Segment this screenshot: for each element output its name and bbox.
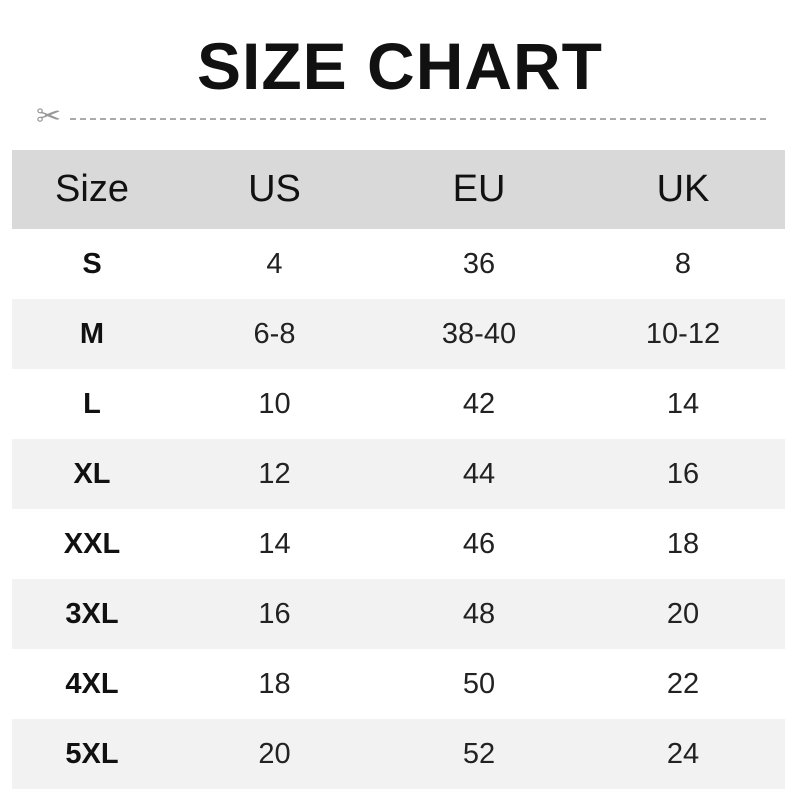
table-row: L 10 42 14 xyxy=(12,369,785,439)
column-header-uk: UK xyxy=(581,150,785,229)
size-value: 10 xyxy=(258,387,291,420)
size-label: XL xyxy=(12,439,172,509)
size-value: 18 xyxy=(666,527,700,560)
size-value: 16 xyxy=(581,439,785,509)
scissors-icon: ✂ xyxy=(36,100,62,133)
size-value: 36 xyxy=(462,247,496,280)
size-value: 38-40 xyxy=(377,299,581,369)
size-value: 14 xyxy=(666,387,700,420)
size-value: 52 xyxy=(377,719,581,789)
size-value: 42 xyxy=(462,387,496,420)
size-label: XXL xyxy=(63,527,121,560)
size-value: 10-12 xyxy=(581,299,785,369)
size-value: 44 xyxy=(377,439,581,509)
size-value: 20 xyxy=(581,579,785,649)
size-label: L xyxy=(83,387,101,420)
size-value: 22 xyxy=(666,667,700,700)
size-label: 4XL xyxy=(65,667,119,700)
size-value: 14 xyxy=(258,527,291,560)
table-row: 3XL 16 48 20 xyxy=(12,579,785,649)
size-value: 8 xyxy=(674,247,692,280)
size-label: M xyxy=(12,299,172,369)
size-label: 3XL xyxy=(12,579,172,649)
cut-line: ✂ xyxy=(36,102,766,132)
size-value: 24 xyxy=(581,719,785,789)
column-header-eu: EU xyxy=(377,150,581,229)
column-header-us: US xyxy=(172,150,377,229)
table-row: XXL 14 46 18 xyxy=(12,509,785,579)
table-row: 4XL 18 50 22 xyxy=(12,649,785,719)
size-value: 4 xyxy=(266,247,283,280)
size-value: 16 xyxy=(172,579,377,649)
size-label: 5XL xyxy=(12,719,172,789)
size-value: 46 xyxy=(462,527,496,560)
header-row: Size US EU UK xyxy=(12,150,785,229)
size-chart-table: Size US EU UK S 4 36 8 M 6-8 38-40 10-12 L 10 42 14 XL 1… xyxy=(12,150,785,789)
column-header-size: Size xyxy=(12,150,172,229)
size-value: 48 xyxy=(377,579,581,649)
size-value: 18 xyxy=(258,667,291,700)
table-row: XL 12 44 16 xyxy=(12,439,785,509)
size-label: S xyxy=(82,247,102,280)
dashed-divider xyxy=(70,118,766,120)
table-row: S 4 36 8 xyxy=(12,229,785,299)
size-value: 6-8 xyxy=(172,299,377,369)
size-value: 50 xyxy=(462,667,496,700)
table-row: M 6-8 38-40 10-12 xyxy=(12,299,785,369)
size-value: 12 xyxy=(172,439,377,509)
size-value: 20 xyxy=(172,719,377,789)
page-title: SIZE CHART xyxy=(197,29,603,103)
table-row: 5XL 20 52 24 xyxy=(12,719,785,789)
